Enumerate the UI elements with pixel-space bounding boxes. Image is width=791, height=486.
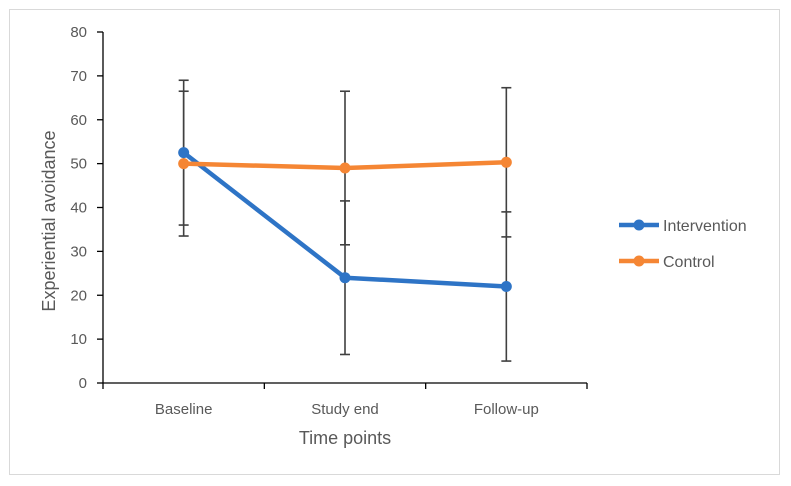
control-data-point [339, 162, 351, 174]
y-axis-ticks: 0 10 20 30 40 50 60 70 80 [70, 24, 103, 392]
error-bars [178, 79, 512, 362]
x-axis-title: Time points [299, 428, 391, 448]
control-legend-marker [633, 255, 645, 267]
y-tick-label: 70 [70, 68, 87, 85]
x-tick-label: Baseline [155, 401, 213, 418]
intervention-legend-label: Intervention [663, 218, 747, 235]
series-points [178, 147, 512, 292]
x-tick-label: Follow-up [474, 401, 539, 418]
y-tick-label: 40 [70, 200, 87, 217]
intervention-legend-marker [633, 219, 645, 231]
y-tick-label: 60 [70, 112, 87, 129]
y-tick-label: 50 [70, 156, 87, 173]
y-tick-label: 30 [70, 243, 87, 260]
x-tick-label: Study end [311, 401, 379, 418]
control-data-point [500, 156, 512, 168]
legend: Intervention Control [619, 218, 747, 271]
intervention-data-point [178, 147, 190, 159]
control-data-point [178, 158, 190, 170]
intervention-data-point [339, 272, 351, 284]
intervention-data-point [500, 280, 512, 292]
y-axis-title: Experiential avoidance [39, 130, 59, 311]
y-tick-label: 80 [70, 24, 87, 41]
y-tick-label: 10 [70, 331, 87, 348]
x-axis-ticks: Baseline Study end Follow-up [102, 383, 588, 418]
y-tick-label: 0 [79, 375, 87, 392]
control-legend-label: Control [663, 254, 715, 271]
chart-frame [9, 9, 780, 475]
y-tick-label: 20 [70, 287, 87, 304]
